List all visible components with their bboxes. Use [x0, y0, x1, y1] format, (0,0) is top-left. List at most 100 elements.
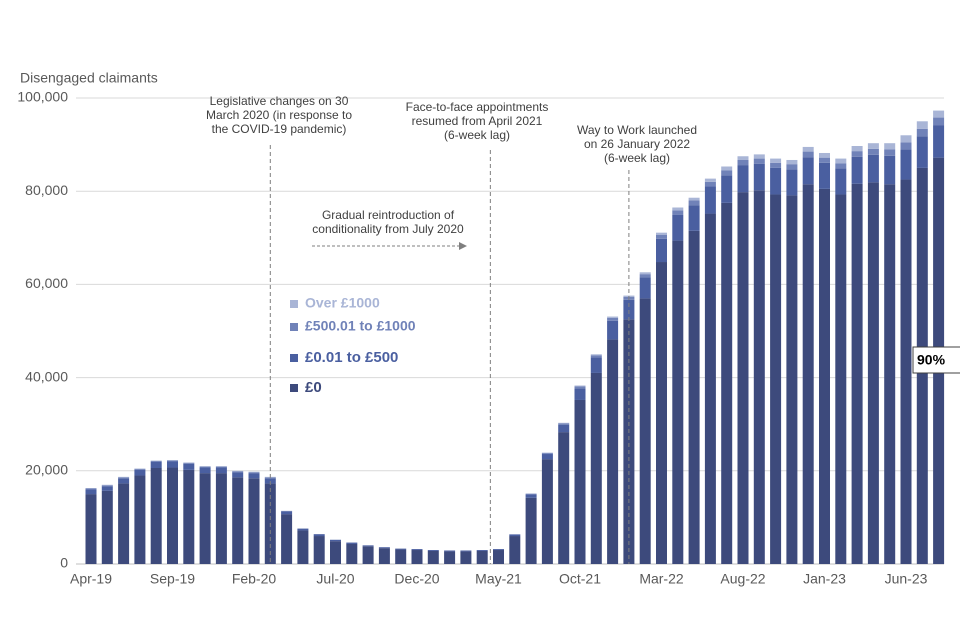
y-tick-label: 60,000	[25, 275, 68, 291]
bar-segment	[346, 542, 358, 544]
y-axis-title: Disengaged claimants	[20, 70, 158, 86]
bar-segment	[590, 372, 602, 564]
bar-segment	[362, 545, 374, 547]
y-tick-label: 0	[60, 555, 68, 571]
bar-segment	[590, 357, 602, 373]
y-tick-label: 100,000	[17, 89, 68, 105]
bar-segment	[786, 159, 798, 165]
bar-segment	[134, 468, 146, 470]
annotation: resumed from April 2021	[412, 114, 543, 128]
bar-segment	[900, 179, 912, 565]
bar-segment	[672, 207, 684, 211]
bar-segment	[721, 170, 733, 176]
bar-segment	[867, 154, 879, 183]
bar-segment	[427, 550, 439, 551]
legend-label: £500.01 to £1000	[305, 318, 416, 334]
bar-segment	[590, 354, 602, 356]
bar-segment	[215, 473, 227, 564]
value-label-box	[912, 346, 960, 374]
bar-segment	[101, 486, 113, 491]
annotation: Legislative changes on 30	[210, 94, 349, 108]
bar-segment	[297, 530, 309, 564]
bar-segment	[737, 165, 749, 193]
bar-segment	[85, 489, 97, 495]
legend-label: £0.01 to £500	[305, 349, 398, 366]
x-tick-label: Sep-19	[150, 571, 195, 587]
annotation: March 2020 (in response to	[206, 108, 352, 122]
bar-segment	[101, 485, 113, 487]
annotation: Way to Work launched	[577, 123, 697, 137]
bar-segment	[607, 320, 619, 340]
bar-segment	[346, 543, 358, 564]
bar-segment	[867, 143, 879, 149]
bar-segment	[639, 298, 651, 564]
bar-segment	[672, 210, 684, 215]
bar-segment	[411, 549, 423, 551]
bar-segment	[362, 546, 374, 564]
bar-segment	[590, 355, 602, 358]
legend-swatch	[290, 354, 298, 362]
legend-swatch	[290, 300, 298, 308]
y-tick-label: 80,000	[25, 182, 68, 198]
bar-segment	[118, 477, 130, 479]
bar-segment	[167, 467, 178, 564]
bar-segment	[248, 472, 260, 474]
annotation: conditionality from July 2020	[312, 222, 464, 236]
bar-segment	[167, 461, 178, 468]
bar-segment	[574, 388, 586, 400]
x-tick-label: Dec-20	[394, 571, 439, 587]
bar-segment	[215, 466, 227, 468]
bar-segment	[867, 182, 879, 564]
bar-segment	[85, 488, 97, 490]
bar-segment	[704, 213, 716, 564]
bar-segment	[232, 471, 244, 473]
bar-segment	[802, 157, 814, 185]
legend-swatch	[290, 384, 298, 392]
legend-label: Over £1000	[305, 295, 380, 311]
bar-segment	[639, 272, 651, 275]
y-tick-label: 20,000	[25, 462, 68, 478]
bar-segment	[493, 550, 504, 564]
bar-segment	[704, 186, 716, 214]
bar-segment	[770, 158, 782, 163]
bar-segment	[101, 490, 113, 564]
bar-segment	[688, 205, 700, 231]
bar-segment	[460, 551, 472, 564]
bar-segment	[835, 163, 847, 169]
bar-segment	[802, 184, 814, 564]
bar-segment	[770, 167, 782, 195]
bar-segment	[802, 151, 814, 158]
legend-label: £0	[305, 379, 322, 396]
bar-segment	[427, 550, 439, 564]
bar-segment	[867, 148, 879, 155]
bar-segment	[183, 463, 195, 470]
annotation: Face-to-face appointments	[406, 100, 549, 114]
bar-segment	[232, 477, 244, 564]
bar-segment	[199, 467, 211, 474]
bar-segment	[574, 386, 586, 389]
bar-segment	[118, 483, 130, 564]
x-tick-label: Jul-20	[316, 571, 354, 587]
bar-segment	[916, 128, 928, 137]
x-tick-label: Apr-19	[70, 571, 112, 587]
bar-segment	[672, 240, 684, 564]
bar-segment	[933, 110, 945, 118]
bar-segment	[639, 277, 651, 299]
bar-segment	[183, 469, 195, 564]
bar-segment	[623, 319, 635, 564]
bar-segment	[884, 143, 896, 150]
bar-segment	[330, 539, 341, 542]
bar-segment	[264, 478, 276, 484]
x-tick-label: Aug-22	[720, 571, 765, 587]
bar-segment	[134, 475, 146, 564]
bar-segment	[313, 534, 325, 537]
annotation: (6-week lag)	[604, 151, 670, 165]
bar-segment	[656, 262, 667, 564]
arrow-head	[459, 242, 467, 250]
bar-segment	[851, 145, 863, 152]
bar-segment	[607, 339, 619, 564]
bar-segment	[558, 424, 570, 433]
bar-segment	[770, 162, 782, 168]
bar-segment	[493, 549, 504, 551]
